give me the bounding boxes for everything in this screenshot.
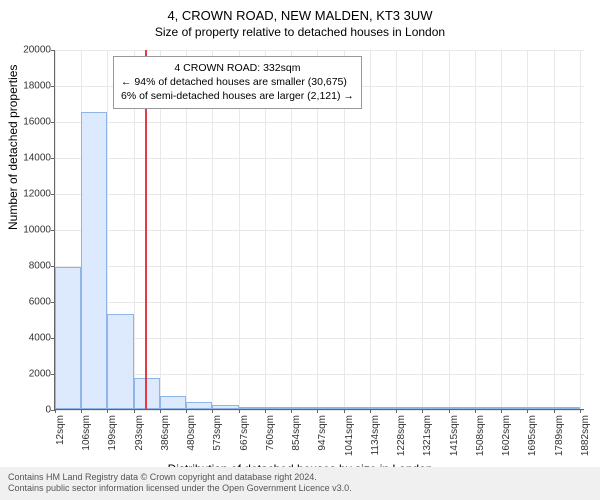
xtick-label: 1508sqm (475, 415, 486, 456)
xtick-mark (475, 409, 476, 413)
xtick-label: 1041sqm (344, 415, 355, 456)
xtick-label: 1321sqm (422, 415, 433, 456)
ytick-label: 14000 (23, 153, 55, 164)
ytick-label: 16000 (23, 117, 55, 128)
plot-area: 0200040006000800010000120001400016000180… (54, 50, 584, 410)
xtick-mark (527, 409, 528, 413)
footer-line-1: Contains HM Land Registry data © Crown c… (8, 472, 592, 484)
histogram-bar (55, 267, 81, 409)
histogram-bar (475, 407, 501, 409)
histogram-bar (212, 405, 238, 409)
chart-title: 4, CROWN ROAD, NEW MALDEN, KT3 3UW (0, 0, 600, 23)
xtick-mark (554, 409, 555, 413)
xtick-mark (370, 409, 371, 413)
gridline-v (422, 50, 423, 409)
xtick-mark (107, 409, 108, 413)
histogram-bar (344, 407, 370, 409)
xtick-mark (265, 409, 266, 413)
xtick-mark (239, 409, 240, 413)
xtick-mark (160, 409, 161, 413)
xtick-mark (449, 409, 450, 413)
annotation-box: 4 CROWN ROAD: 332sqm← 94% of detached ho… (113, 56, 362, 109)
gridline-v (501, 50, 502, 409)
ytick-label: 2000 (29, 369, 55, 380)
xtick-label: 1695sqm (527, 415, 538, 456)
chart-container: 4, CROWN ROAD, NEW MALDEN, KT3 3UW Size … (0, 0, 600, 500)
xtick-label: 1415sqm (449, 415, 460, 456)
gridline-v (370, 50, 371, 409)
xtick-mark (317, 409, 318, 413)
gridline-v (449, 50, 450, 409)
xtick-label: 12sqm (55, 415, 66, 445)
histogram-bar (239, 407, 265, 409)
histogram-bar (422, 407, 448, 409)
xtick-mark (344, 409, 345, 413)
footer-line-2: Contains public sector information licen… (8, 483, 592, 495)
ytick-label: 6000 (29, 297, 55, 308)
gridline-v (580, 50, 581, 409)
xtick-mark (580, 409, 581, 413)
histogram-bar (160, 396, 186, 409)
histogram-bar (186, 402, 212, 409)
xtick-label: 1882sqm (580, 415, 591, 456)
xtick-label: 106sqm (81, 415, 92, 451)
gridline-v (527, 50, 528, 409)
ytick-label: 20000 (23, 45, 55, 56)
y-axis-label: Number of detached properties (6, 65, 20, 230)
xtick-label: 293sqm (134, 415, 145, 451)
xtick-mark (81, 409, 82, 413)
xtick-label: 1789sqm (554, 415, 565, 456)
xtick-mark (186, 409, 187, 413)
xtick-label: 760sqm (265, 415, 276, 451)
histogram-bar (554, 407, 580, 409)
ytick-label: 0 (45, 405, 55, 416)
xtick-label: 1228sqm (396, 415, 407, 456)
xtick-label: 480sqm (186, 415, 197, 451)
xtick-label: 199sqm (107, 415, 118, 451)
xtick-mark (422, 409, 423, 413)
ytick-label: 10000 (23, 225, 55, 236)
ytick-label: 4000 (29, 333, 55, 344)
ytick-label: 8000 (29, 261, 55, 272)
xtick-mark (396, 409, 397, 413)
xtick-label: 386sqm (160, 415, 171, 451)
xtick-label: 947sqm (317, 415, 328, 451)
histogram-bar (291, 407, 317, 409)
histogram-bar (107, 314, 133, 409)
chart-footer: Contains HM Land Registry data © Crown c… (0, 467, 600, 500)
gridline-v (554, 50, 555, 409)
annotation-line-1: 4 CROWN ROAD: 332sqm (121, 61, 354, 75)
xtick-mark (291, 409, 292, 413)
annotation-line-2: ← 94% of detached houses are smaller (30… (121, 75, 354, 89)
histogram-bar (265, 407, 291, 409)
xtick-label: 854sqm (291, 415, 302, 451)
chart-subtitle: Size of property relative to detached ho… (0, 23, 600, 39)
gridline-v (396, 50, 397, 409)
xtick-label: 1602sqm (501, 415, 512, 456)
histogram-bar (317, 407, 343, 409)
xtick-mark (55, 409, 56, 413)
xtick-label: 667sqm (239, 415, 250, 451)
xtick-mark (501, 409, 502, 413)
histogram-bar (370, 407, 396, 409)
xtick-mark (212, 409, 213, 413)
ytick-label: 12000 (23, 189, 55, 200)
gridline-v (475, 50, 476, 409)
histogram-bar (396, 407, 422, 409)
xtick-mark (134, 409, 135, 413)
histogram-bar (449, 407, 475, 409)
xtick-label: 1134sqm (370, 415, 381, 455)
histogram-bar (501, 407, 527, 409)
histogram-bar (527, 407, 553, 409)
xtick-label: 573sqm (212, 415, 223, 451)
histogram-bar (134, 378, 160, 409)
plot-inner: 0200040006000800010000120001400016000180… (54, 50, 584, 410)
histogram-bar (81, 112, 107, 409)
ytick-label: 18000 (23, 81, 55, 92)
annotation-line-3: 6% of semi-detached houses are larger (2… (121, 89, 354, 103)
